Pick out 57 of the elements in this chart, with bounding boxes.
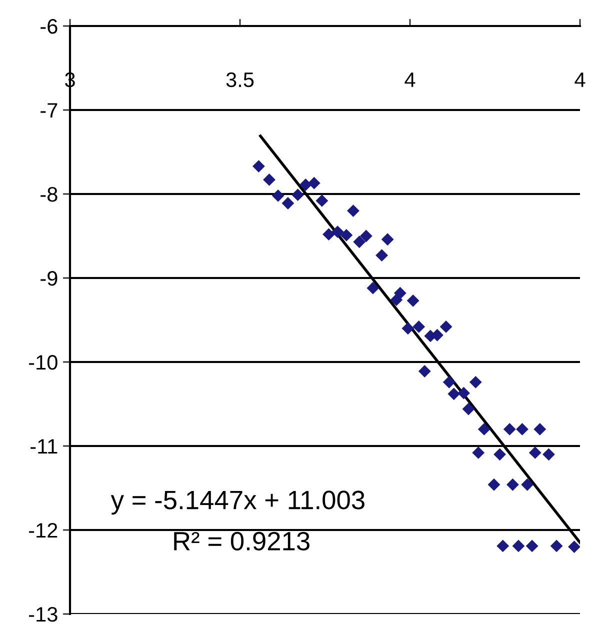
point bbox=[472, 446, 485, 459]
point bbox=[360, 230, 372, 242]
point bbox=[458, 386, 470, 400]
point bbox=[394, 286, 406, 300]
y-tick-label: -12 bbox=[29, 523, 58, 538]
y-tick-label: -8 bbox=[40, 187, 58, 202]
point bbox=[516, 422, 528, 436]
point bbox=[418, 365, 431, 378]
point bbox=[469, 376, 482, 388]
x-tick-label: 3.5 bbox=[226, 72, 254, 88]
point bbox=[340, 228, 353, 242]
point bbox=[366, 282, 380, 294]
point bbox=[496, 540, 510, 552]
point bbox=[448, 388, 460, 400]
y-tick-label: -9 bbox=[40, 271, 58, 286]
point bbox=[550, 540, 563, 552]
point bbox=[478, 422, 490, 436]
y-tick-label: -7 bbox=[40, 103, 58, 118]
point bbox=[528, 446, 542, 459]
point bbox=[488, 478, 500, 491]
point bbox=[347, 204, 360, 218]
point bbox=[322, 228, 335, 241]
point bbox=[381, 233, 394, 246]
point bbox=[503, 422, 516, 436]
y-tick-label: -6 bbox=[40, 19, 58, 34]
point bbox=[462, 402, 475, 416]
point bbox=[252, 160, 265, 172]
x-tick-label: 4 bbox=[574, 72, 586, 87]
point bbox=[406, 294, 420, 307]
annotation: y = -5.1447x + 11.003 bbox=[110, 490, 364, 515]
point bbox=[376, 249, 388, 262]
annotation: R² = 0.9213 bbox=[174, 532, 310, 551]
point bbox=[494, 448, 506, 461]
point bbox=[353, 236, 366, 248]
point bbox=[542, 448, 555, 461]
point bbox=[299, 178, 312, 191]
point bbox=[568, 540, 580, 554]
point bbox=[282, 197, 294, 210]
point bbox=[316, 194, 328, 207]
x-tick-label: 4 bbox=[404, 72, 416, 87]
point bbox=[331, 226, 344, 238]
point bbox=[308, 176, 320, 190]
point bbox=[506, 478, 519, 491]
point bbox=[440, 320, 452, 333]
point bbox=[442, 376, 456, 388]
y-tick-label: -11 bbox=[30, 439, 58, 454]
y-tick-label: -13 bbox=[29, 607, 58, 622]
point bbox=[263, 174, 276, 186]
y-tick-label: -10 bbox=[29, 355, 58, 370]
point bbox=[526, 540, 538, 552]
point bbox=[292, 188, 304, 202]
point bbox=[402, 322, 414, 335]
point bbox=[512, 540, 525, 552]
point bbox=[272, 189, 284, 202]
point bbox=[412, 320, 426, 333]
point bbox=[534, 422, 546, 436]
point bbox=[521, 478, 534, 491]
